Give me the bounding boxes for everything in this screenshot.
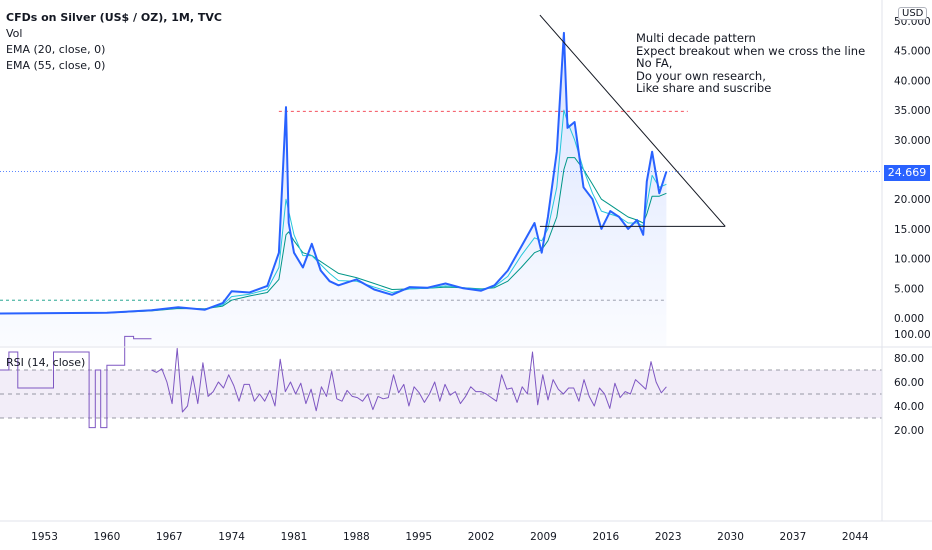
rsi-title: RSI (14, close) <box>6 356 86 369</box>
price-tick-label: 10.000 <box>894 254 931 266</box>
price-pane <box>0 14 882 346</box>
time-tick-label: 2030 <box>717 531 744 543</box>
price-tick-label: 0.000 <box>894 313 924 325</box>
price-tick-label: 35.000 <box>894 105 931 117</box>
time-tick-label: 2002 <box>468 531 495 543</box>
time-tick-label: 2009 <box>530 531 557 543</box>
time-tick-label: 1953 <box>31 531 58 543</box>
legend-ema55: EMA (55, close, 0) <box>6 59 106 72</box>
annotation-line: Like share and suscribe <box>636 81 772 96</box>
time-tick-label: 2044 <box>842 531 869 543</box>
rsi-tick-label: 80.00 <box>894 353 924 365</box>
rsi-tick-label: 40.00 <box>894 401 924 413</box>
rsi-tick-label: 60.00 <box>894 377 924 389</box>
price-tick-label: 30.000 <box>894 135 931 147</box>
rsi-line <box>151 347 667 413</box>
annotation-line: Expect breakout when we cross the line <box>636 43 866 58</box>
time-tick-label: 1974 <box>218 531 245 543</box>
annotation-line: No FA, <box>636 56 673 71</box>
annotation-line: Do your own research, <box>636 68 766 83</box>
ema55-line <box>0 157 667 314</box>
legend: CFDs on Silver (US$ / OZ), 1M, TVC Vol E… <box>6 10 222 74</box>
rsi-pane <box>0 335 882 429</box>
rsi-tick-label: 20.00 <box>894 425 924 437</box>
descending-trendline <box>539 14 726 227</box>
price-tick-label: 15.000 <box>894 224 931 236</box>
annotation-text: Multi decade pattern Expect breakout whe… <box>636 32 865 95</box>
time-tick-label: 1967 <box>156 531 183 543</box>
time-tick-label: 2023 <box>655 531 682 543</box>
time-tick-label: 2016 <box>592 531 619 543</box>
time-tick-label: 1960 <box>94 531 121 543</box>
symbol-title: CFDs on Silver (US$ / OZ), 1M, TVC <box>6 11 222 24</box>
rsi-tick-label: 100.00 <box>894 329 931 341</box>
price-tick-label: 45.000 <box>894 46 931 58</box>
time-tick-label: 1995 <box>405 531 432 543</box>
legend-ema20: EMA (20, close, 0) <box>6 43 106 56</box>
time-tick-label: 1988 <box>343 531 370 543</box>
price-tick-label: 40.000 <box>894 75 931 87</box>
price-tick-label: 5.000 <box>894 283 924 295</box>
rsi-step-line <box>0 335 152 429</box>
annotation-line: Multi decade pattern <box>636 31 756 45</box>
legend-volume: Vol <box>6 27 23 40</box>
time-tick-label: 1981 <box>281 531 308 543</box>
price-line <box>0 31 668 315</box>
price-tick-label: 20.000 <box>894 194 931 206</box>
current-price-tag: 24.669 <box>884 165 930 181</box>
time-tick-label: 2037 <box>780 531 807 543</box>
currency-badge[interactable]: USD <box>898 7 928 20</box>
